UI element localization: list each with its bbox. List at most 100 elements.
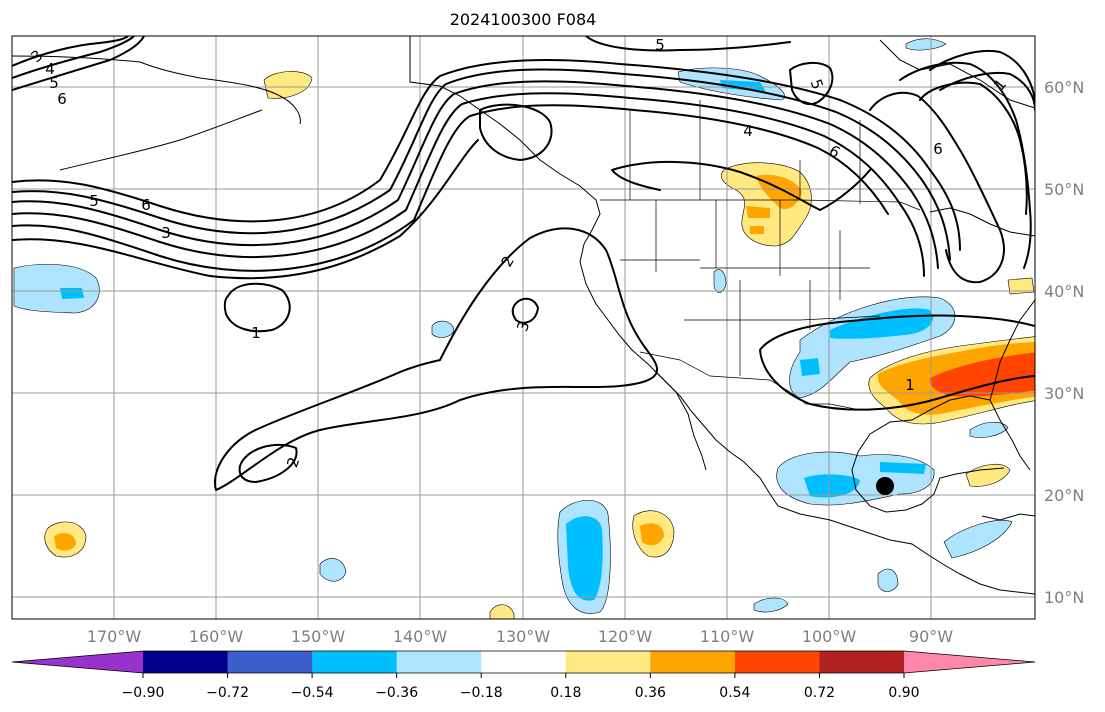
contour-6-outer xyxy=(12,59,961,251)
neg-anomaly-pacific-west xyxy=(13,264,100,314)
colorbar-tick-label: −0.54 xyxy=(291,685,334,701)
contour-2-tongue xyxy=(213,227,659,491)
colorbar-tick-label: 0.90 xyxy=(888,685,919,701)
aleutians xyxy=(59,109,263,171)
caribbean-islands xyxy=(981,513,1035,521)
lon-label-120w: 120°W xyxy=(598,627,653,646)
neg-anomaly-florida xyxy=(969,421,1009,438)
contour-east-trough-5 xyxy=(919,81,1028,215)
contour-label: 4 xyxy=(743,122,753,140)
contour-6-north-ring xyxy=(789,62,834,106)
contour-canada-south xyxy=(611,161,871,211)
colorbar-tick-label: 0.18 xyxy=(550,685,581,701)
colorbar-segments xyxy=(12,651,1035,673)
lon-label-110w: 110°W xyxy=(700,627,755,646)
lon-label-140w: 140°W xyxy=(393,627,448,646)
us-mexico-border xyxy=(639,351,861,411)
colorbar-tick-label: 0.54 xyxy=(719,685,750,701)
longitude-labels: 170°W 160°W 150°W 140°W 130°W 120°W 110°… xyxy=(87,627,953,646)
colorbar-tick-label: −0.90 xyxy=(122,685,165,701)
neg-anomaly-north xyxy=(905,38,947,51)
contour-label: 6 xyxy=(141,196,151,214)
pos-anomaly-small-south xyxy=(489,604,515,619)
contour-3 xyxy=(12,92,925,277)
contour-2-ring xyxy=(238,443,298,483)
contour-east-trough-4 xyxy=(939,72,1035,111)
contour-alaska-group xyxy=(12,36,145,91)
contour-1 xyxy=(12,139,479,280)
contour-label: 4 xyxy=(45,60,55,78)
lon-label-170w: 170°W xyxy=(87,627,142,646)
contour-east-trough-1 xyxy=(869,91,1005,284)
graticule xyxy=(12,36,1035,619)
lon-label-130w: 130°W xyxy=(496,627,551,646)
us-canada-border xyxy=(600,199,921,211)
neg-anomaly-caribbean xyxy=(943,519,1013,559)
neg-anomaly-canada-core xyxy=(720,80,766,92)
hudson-bay xyxy=(879,39,1035,109)
colorbar-segment xyxy=(143,651,229,673)
political-borders xyxy=(600,100,921,411)
contour-3-ring xyxy=(511,297,539,324)
pos-anomaly-pacific-east-core xyxy=(640,523,664,546)
neg-anomaly-small-5 xyxy=(877,568,899,592)
colorbar-extend-low xyxy=(12,651,143,673)
colorbar-tick-label: −0.36 xyxy=(375,685,418,701)
colorbar-segment xyxy=(481,651,567,673)
neg-anomaly-small-4 xyxy=(753,597,789,613)
lon-label-90w: 90°W xyxy=(909,627,953,646)
neg-anomaly-pacific-south-core xyxy=(566,516,603,601)
colorbar-segment xyxy=(819,651,905,673)
neg-anomaly-small-2 xyxy=(713,269,727,293)
map-title: 2024100300 F084 xyxy=(450,10,597,29)
contour-inner-bc xyxy=(479,103,553,161)
contour-label: 5 xyxy=(655,36,665,54)
colorbar-tick-label: −0.72 xyxy=(206,685,249,701)
lon-label-100w: 100°W xyxy=(802,627,857,646)
pos-anomaly-east xyxy=(1007,277,1035,295)
lat-label-40n: 40°N xyxy=(1044,282,1084,301)
pos-anomaly-cuba xyxy=(965,463,1011,487)
lat-label-30n: 30°N xyxy=(1044,384,1084,403)
neg-anomaly-us-south-core2 xyxy=(800,358,820,376)
colorbar-segment xyxy=(734,651,820,673)
contour-label: 1 xyxy=(251,324,261,342)
lat-label-10n: 10°N xyxy=(1044,588,1084,607)
pos-anomaly-hawaii-core xyxy=(54,533,76,551)
yucatan xyxy=(933,467,1005,495)
contour-east-trough-2 xyxy=(899,61,1032,269)
lat-label-60n: 60°N xyxy=(1044,78,1084,97)
colorbar: −0.90 −0.72 −0.54 −0.36 −0.18 0.18 0.36 0.54 0.7… xyxy=(11,650,1036,701)
pos-anomaly-alaska xyxy=(263,71,313,99)
canada-province-borders xyxy=(629,100,861,204)
colorbar-tick-label: 0.36 xyxy=(635,685,666,701)
pos-anomaly-southeast-peak xyxy=(929,352,1035,397)
colorbar-segment xyxy=(227,651,313,673)
contour-label: 5 xyxy=(49,74,59,92)
contour-label: 1 xyxy=(905,376,915,394)
atlantic-coast xyxy=(989,299,1035,471)
neg-anomaly-gulf-core2 xyxy=(880,462,926,474)
contour-4 xyxy=(12,80,939,269)
neg-anomaly-pacific-west-core xyxy=(60,288,84,299)
contour-label: 6 xyxy=(933,140,943,158)
latitude-labels: 60°N 50°N 40°N 30°N 20°N 10°N xyxy=(1044,78,1084,607)
gulf-coast xyxy=(851,395,991,513)
colorbar-segment xyxy=(312,651,398,673)
neg-anomaly-small-3 xyxy=(319,558,347,582)
neg-anomaly-gulf-core xyxy=(804,474,860,498)
map-content: 3 4 5 6 5 6 3 1 2 3 2 5 4 5 6 6 1 1 xyxy=(12,36,1035,619)
neg-anomaly-small-1 xyxy=(431,320,455,338)
contour-5-north xyxy=(585,36,791,52)
contour-east-trough-3 xyxy=(929,50,1035,101)
baja-california xyxy=(653,369,707,471)
contour-label: 3 xyxy=(161,224,171,242)
lat-label-20n: 20°N xyxy=(1044,486,1084,505)
map-frame xyxy=(11,35,1036,620)
lon-label-160w: 160°W xyxy=(189,627,244,646)
pos-anomaly-canada-south-core2 xyxy=(746,206,770,218)
storm-marker xyxy=(876,477,894,495)
colorbar-segment xyxy=(396,651,482,673)
alaska-coast xyxy=(12,55,301,125)
